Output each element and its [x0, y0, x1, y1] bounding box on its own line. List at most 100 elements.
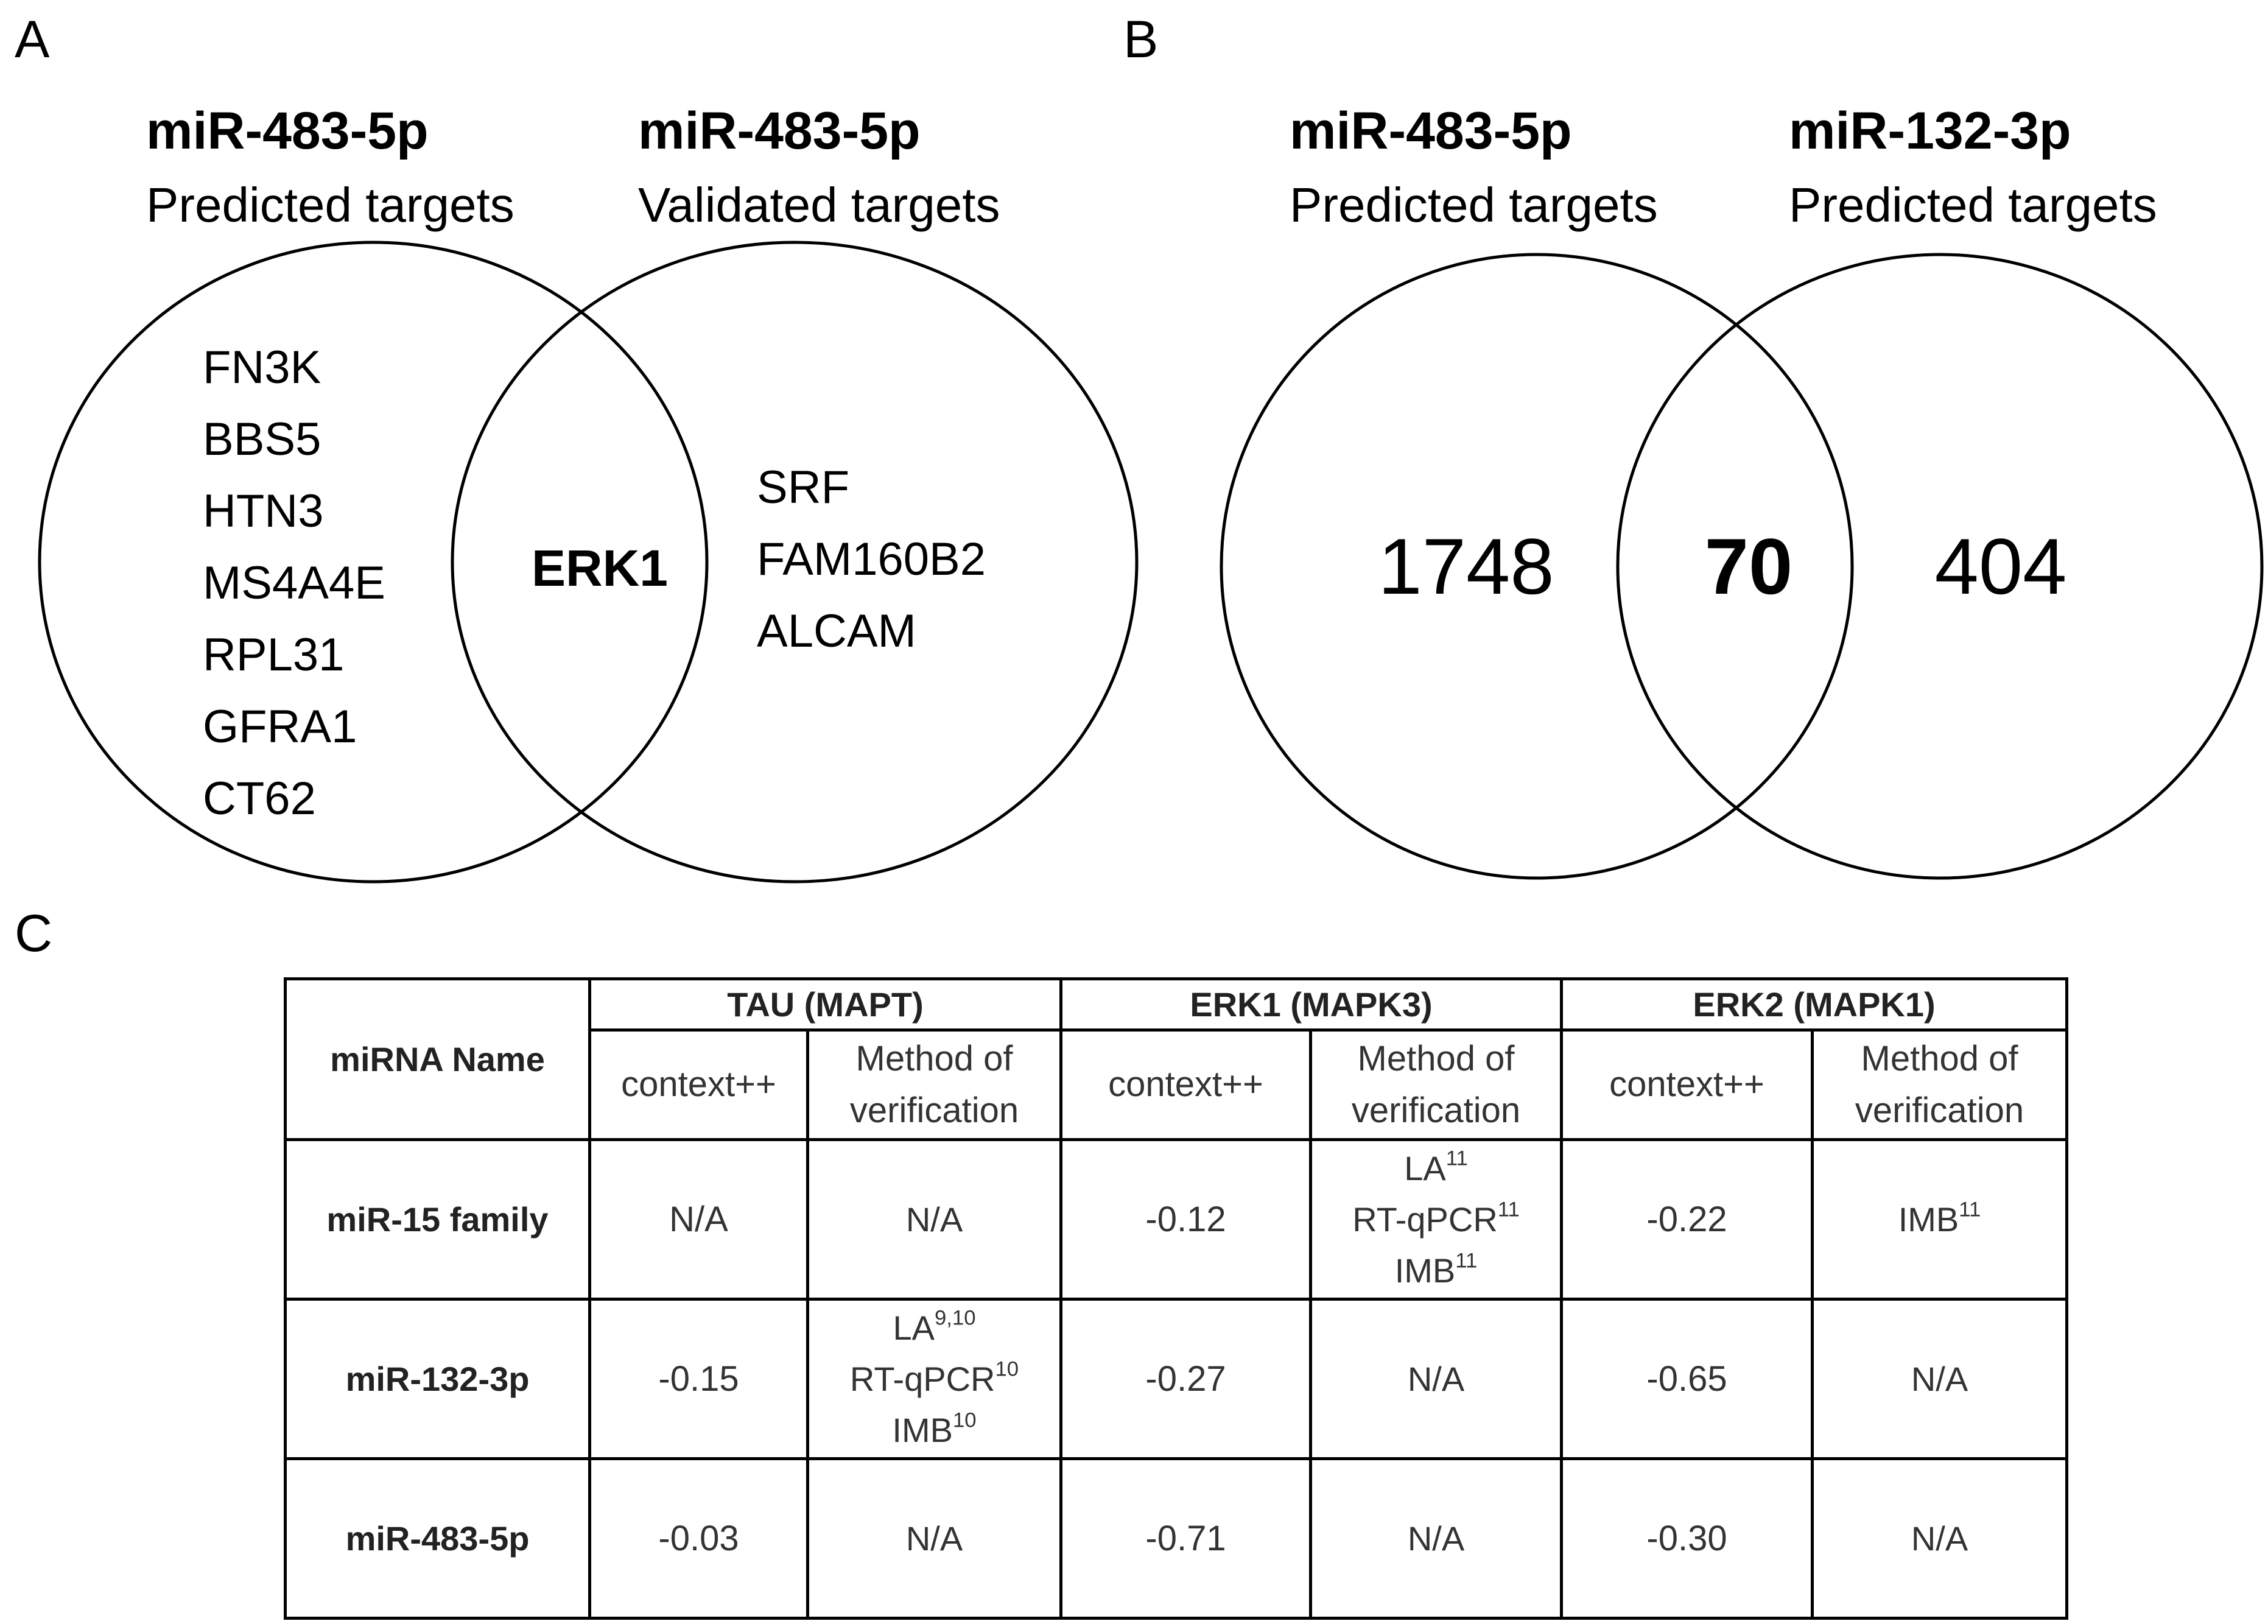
venn-a: miR-483-5p Predicted targets miR-483-5p … — [38, 102, 1139, 884]
erk2-method-value: N/A — [1811, 1457, 2069, 1620]
method-text: IMB — [892, 1410, 953, 1449]
venn-a-right-item: FAM160B2 — [757, 533, 986, 585]
erk1-context-value: -0.12 — [1059, 1138, 1312, 1301]
method-header-line2: verification — [849, 1090, 1019, 1130]
venn-a-intersection: ERK1 — [532, 540, 668, 597]
erk2-context-value: -0.65 — [1560, 1298, 1814, 1460]
panel-c-label: C — [15, 904, 53, 963]
venn-a-right-subtitle: Validated targets — [638, 178, 1000, 232]
method-line: N/A — [1814, 1513, 2065, 1564]
venn-a-right-item: SRF — [757, 462, 849, 513]
method-header-line1: Method of — [855, 1039, 1013, 1079]
mirna-target-table: miRNA Name TAU (MAPT) ERK1 (MAPK3) ERK2 … — [284, 977, 2069, 1620]
venn-a-right-item: ALCAM — [757, 605, 916, 657]
method-text: N/A — [1911, 1359, 1968, 1398]
reference-superscript: 9,10 — [934, 1306, 976, 1330]
venn-a-right-title: miR-483-5p — [638, 102, 921, 160]
method-line: IMB11 — [1312, 1245, 1560, 1296]
method-text: N/A — [905, 1200, 963, 1239]
header-tau-method: Method of verification — [806, 1028, 1062, 1141]
method-line: N/A — [809, 1194, 1059, 1245]
table-row: miR-15 family N/A N/A -0.12 LA11 RT-qPCR11 IMB… — [284, 1138, 2069, 1301]
method-text: N/A — [1407, 1359, 1465, 1398]
method-line: LA11 — [1312, 1143, 1560, 1194]
row-mirna-name: miR-15 family — [284, 1138, 591, 1301]
erk1-method-value: LA11 RT-qPCR11 IMB11 — [1308, 1138, 1564, 1301]
method-line: N/A — [1312, 1513, 1560, 1564]
venn-a-right-circle — [451, 241, 1139, 884]
erk2-method-value: N/A — [1811, 1298, 2069, 1460]
method-text: N/A — [1407, 1519, 1465, 1558]
reference-superscript: 10 — [995, 1357, 1019, 1381]
tau-method-value: N/A — [806, 1138, 1062, 1301]
venn-b: miR-483-5p Predicted targets miR-132-3p … — [1220, 102, 2264, 880]
method-line: N/A — [1312, 1354, 1560, 1405]
venn-a-left-subtitle: Predicted targets — [146, 178, 514, 232]
method-text: N/A — [1911, 1519, 1968, 1558]
venn-a-left-item: CT62 — [203, 773, 316, 824]
header-group-erk2: ERK2 (MAPK1) — [1560, 977, 2069, 1032]
venn-b-right-title: miR-132-3p — [1789, 102, 2071, 160]
erk2-context-value: -0.22 — [1560, 1138, 1814, 1301]
header-tau-context: context++ — [588, 1028, 809, 1141]
tau-context-value: -0.03 — [588, 1457, 809, 1620]
venn-b-left-subtitle: Predicted targets — [1290, 178, 1658, 232]
venn-b-right-circle — [1616, 253, 2264, 880]
venn-a-right-items: SRF FAM160B2 ALCAM — [757, 462, 986, 657]
tau-method-value: LA9,10 RT-qPCR10 IMB10 — [806, 1298, 1062, 1460]
method-text: IMB — [1898, 1200, 1959, 1239]
reference-superscript: 11 — [1959, 1198, 1981, 1222]
method-text: RT-qPCR — [849, 1359, 995, 1398]
tau-method-value: N/A — [806, 1457, 1062, 1620]
header-erk2-method: Method of verification — [1811, 1028, 2069, 1141]
reference-superscript: 11 — [1497, 1198, 1520, 1222]
method-text: LA — [893, 1308, 935, 1347]
erk2-context-value: -0.30 — [1560, 1457, 1814, 1620]
erk1-context-value: -0.71 — [1059, 1457, 1312, 1620]
reference-superscript: 10 — [952, 1408, 977, 1432]
header-group-erk1: ERK1 (MAPK3) — [1059, 977, 1564, 1032]
method-text: LA — [1404, 1148, 1446, 1187]
method-text: N/A — [905, 1519, 963, 1558]
table-body: miR-15 family N/A N/A -0.12 LA11 RT-qPCR11 IMB… — [284, 1138, 2069, 1620]
venn-b-left-count: 1748 — [1378, 522, 1554, 611]
method-header-line2: verification — [1855, 1090, 2024, 1130]
header-mirna-name: miRNA Name — [284, 977, 591, 1141]
reference-superscript: 11 — [1445, 1147, 1468, 1170]
method-line: RT-qPCR11 — [1312, 1194, 1560, 1245]
reference-superscript: 11 — [1455, 1249, 1478, 1273]
table-row: miR-483-5p -0.03 N/A -0.71 N/A -0.30 N/A — [284, 1457, 2069, 1620]
venn-a-left-items: FN3K BBS5 HTN3 MS4A4E RPL31 GFRA1 CT62 — [203, 342, 385, 824]
venn-a-left-title: miR-483-5p — [146, 102, 429, 160]
method-line: N/A — [1814, 1354, 2065, 1405]
table-header-row-sub: context++ Method of verification context… — [286, 1028, 2069, 1141]
table-row: miR-132-3p -0.15 LA9,10 RT-qPCR10 IMB10 -0.27… — [284, 1298, 2069, 1460]
header-group-tau: TAU (MAPT) — [588, 977, 1062, 1032]
method-header-line2: verification — [1351, 1090, 1521, 1130]
header-erk1-method: Method of verification — [1308, 1028, 1564, 1141]
venn-b-right-subtitle: Predicted targets — [1789, 178, 2157, 232]
header-erk1-context: context++ — [1059, 1028, 1312, 1141]
venn-a-left-item: HTN3 — [203, 485, 323, 537]
method-text: RT-qPCR — [1352, 1200, 1498, 1239]
erk1-method-value: N/A — [1308, 1298, 1564, 1460]
venn-a-left-item: RPL31 — [203, 629, 344, 681]
table-header-row-groups: miRNA Name TAU (MAPT) ERK1 (MAPK3) ERK2 … — [284, 977, 2069, 1141]
tau-context-value: -0.15 — [588, 1298, 809, 1460]
method-header-line1: Method of — [1357, 1039, 1515, 1079]
method-line: LA9,10 — [809, 1302, 1059, 1354]
method-line: IMB11 — [1814, 1194, 2065, 1245]
erk2-method-value: IMB11 — [1811, 1138, 2069, 1301]
venn-a-left-item: FN3K — [203, 342, 321, 393]
venn-a-left-circle — [38, 241, 709, 884]
method-header-line1: Method of — [1861, 1039, 2018, 1079]
panel-b-label: B — [1123, 10, 1159, 69]
tau-context-value: N/A — [588, 1138, 809, 1301]
venn-diagrams: miR-483-5p Predicted targets miR-483-5p … — [38, 102, 2264, 884]
venn-b-intersection-count: 70 — [1705, 522, 1793, 611]
row-mirna-name: miR-132-3p — [284, 1298, 591, 1460]
venn-a-left-item: BBS5 — [203, 413, 321, 465]
method-text: IMB — [1394, 1251, 1456, 1290]
venn-b-left-circle — [1220, 253, 1854, 880]
method-line: N/A — [809, 1513, 1059, 1564]
